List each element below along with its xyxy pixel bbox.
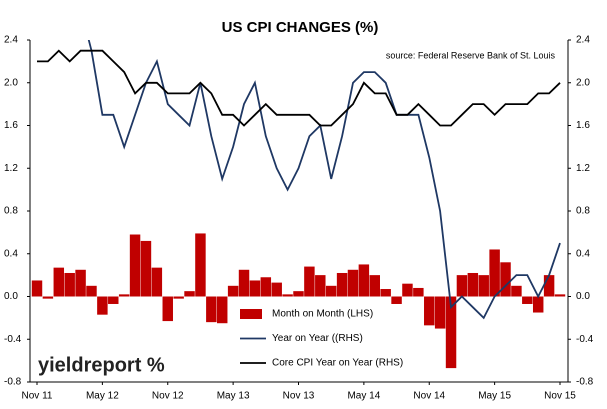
source-note: source: Federal Reserve Bank of St. Loui… (386, 50, 556, 60)
y2-tick-label: -0.8 (576, 377, 594, 388)
bar (184, 291, 195, 297)
bar (424, 296, 435, 326)
bar (511, 285, 522, 297)
bar (64, 272, 75, 297)
y2-tick-label: 0.8 (576, 206, 590, 217)
x-tick-label: Nov 11 (22, 391, 53, 402)
line (37, 49, 561, 127)
y-tick-label: -0.8 (4, 377, 22, 388)
bar (31, 280, 43, 297)
bar (42, 296, 54, 299)
bar (75, 269, 86, 297)
x-tick-label: Nov 13 (283, 391, 315, 402)
y-tick-label: 0.4 (4, 248, 18, 259)
legend-label: Year on Year ((RHS) (272, 333, 363, 344)
y-tick-label: 0.0 (4, 291, 18, 302)
bar (53, 267, 65, 297)
x-tick-label: May 13 (217, 391, 250, 402)
x-tick-label: Nov 15 (544, 391, 576, 402)
bar (336, 272, 348, 297)
bar (249, 280, 261, 297)
bar (532, 296, 544, 313)
bar (358, 264, 370, 297)
chart-title: US CPI CHANGES (%) (222, 19, 379, 36)
bar (347, 269, 359, 297)
bar (543, 275, 555, 297)
bar (129, 234, 141, 297)
legend-label: Core CPI Year on Year (RHS) (272, 358, 403, 369)
bar (108, 296, 119, 304)
bar (293, 291, 304, 297)
bar (260, 277, 272, 297)
bar (456, 275, 468, 297)
bar (238, 269, 250, 297)
y-tick-label: 1.6 (4, 120, 18, 131)
bar (97, 296, 108, 315)
bar (227, 285, 239, 297)
logo: yieldreport % (38, 354, 165, 376)
legend-label: Month on Month (LHS) (272, 309, 373, 320)
y2-tick-label: 1.6 (576, 120, 590, 131)
bar (522, 296, 533, 304)
bar (86, 285, 97, 297)
y-tick-label: 0.8 (4, 206, 18, 217)
bar (445, 296, 457, 369)
bar (478, 275, 489, 297)
bar (402, 283, 413, 297)
bar (282, 294, 293, 297)
y-tick-label: 1.2 (4, 163, 18, 174)
bar (140, 240, 152, 297)
x-tick-label: Nov 14 (413, 391, 445, 402)
bar (271, 282, 282, 297)
bar (391, 296, 402, 304)
bar (369, 275, 381, 297)
bar (118, 294, 130, 297)
y-tick-label: 2.4 (4, 35, 18, 46)
bar (304, 266, 315, 297)
x-tick-label: Nov 12 (152, 391, 184, 402)
bar (467, 272, 479, 297)
bar (554, 294, 566, 297)
bar (206, 296, 217, 323)
bar (325, 285, 337, 297)
y2-tick-label: 0.0 (576, 291, 590, 302)
bar (489, 249, 500, 297)
y2-tick-label: 2.0 (576, 77, 590, 88)
bar (413, 287, 424, 297)
x-tick-label: May 15 (478, 391, 511, 402)
legend-swatch (240, 309, 262, 319)
bar (500, 262, 511, 297)
y-tick-label: -0.4 (4, 334, 22, 345)
y-tick-label: 2.0 (4, 77, 18, 88)
bar (173, 296, 184, 299)
bar (162, 296, 173, 322)
bar (434, 296, 446, 329)
bar (380, 289, 391, 297)
bar (195, 233, 206, 297)
bar (216, 296, 228, 324)
y2-tick-label: -0.4 (576, 334, 594, 345)
line (87, 40, 561, 320)
y2-tick-label: 0.4 (576, 248, 590, 259)
y2-tick-label: 1.2 (576, 163, 590, 174)
bar (315, 275, 326, 297)
bar (151, 267, 163, 297)
y2-tick-label: 2.4 (576, 35, 590, 46)
x-tick-label: May 12 (86, 391, 119, 402)
x-tick-label: May 14 (347, 391, 380, 402)
